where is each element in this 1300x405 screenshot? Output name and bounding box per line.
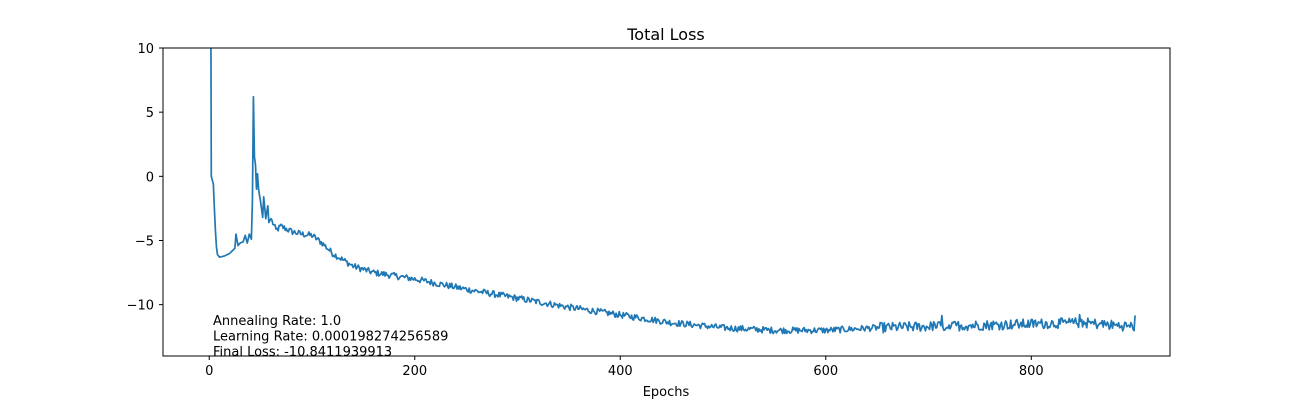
y-axis: 10 5 0 −5 −10 <box>127 42 163 314</box>
series-layer <box>210 48 1136 335</box>
y-tick-label: 0 <box>146 170 154 185</box>
x-tick-label: 0 <box>205 364 213 379</box>
x-tick-label: 800 <box>1019 364 1044 379</box>
x-tick-label: 200 <box>402 364 427 379</box>
loss-series-line <box>210 48 1136 335</box>
annotation-line: Final Loss: -10.8411939913 <box>213 345 392 360</box>
chart-title: Total Loss <box>626 25 705 44</box>
annotation-line: Annealing Rate: 1.0 <box>213 314 341 329</box>
x-tick-label: 400 <box>608 364 633 379</box>
y-tick-label: −10 <box>127 299 154 314</box>
y-tick-label: 10 <box>137 42 154 57</box>
plot-frame <box>162 47 1171 357</box>
x-axis-label: Epochs <box>643 385 690 400</box>
annotation-line: Learning Rate: 0.000198274256589 <box>213 330 448 345</box>
y-tick-label: 5 <box>146 106 154 121</box>
y-tick-label: −5 <box>135 235 154 250</box>
x-tick-label: 600 <box>813 364 838 379</box>
x-axis: 0 200 400 600 800 <box>205 356 1044 379</box>
